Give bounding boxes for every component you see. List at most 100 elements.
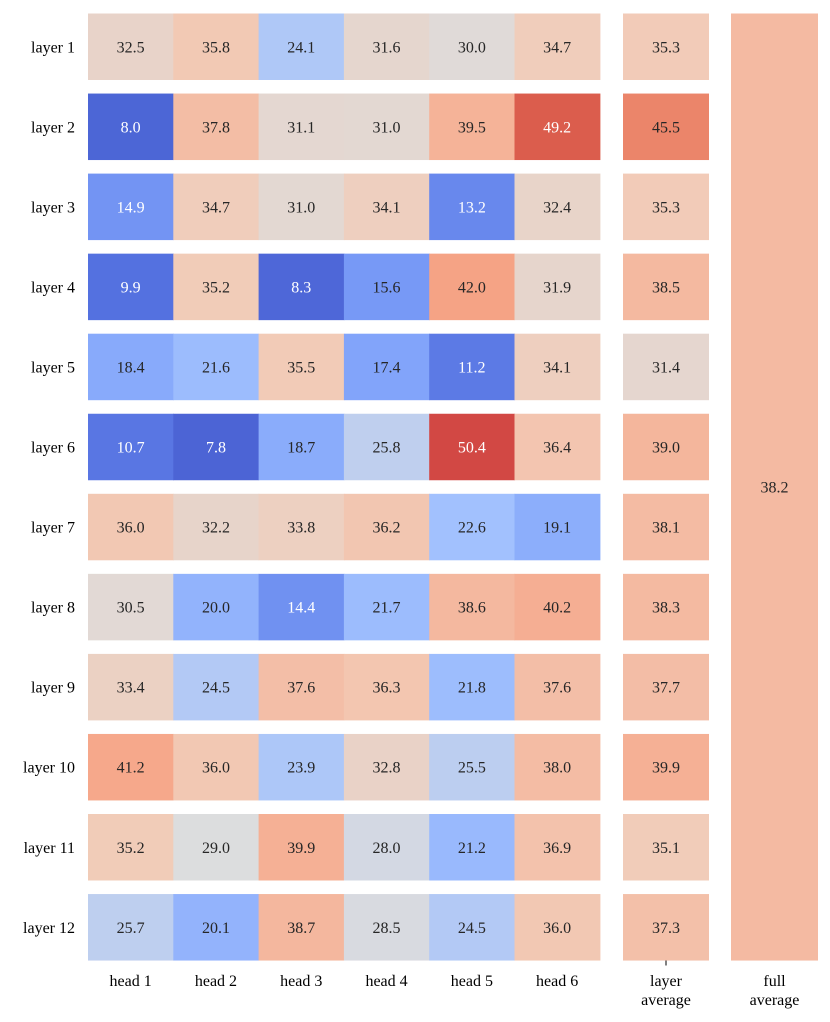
cell-value-label: 10.7 [117, 440, 145, 457]
heatmap-cell [343, 413, 430, 481]
heatmap-cell [514, 253, 601, 321]
layer-average-value-label: 35.3 [652, 39, 680, 56]
heatmap-cell [173, 573, 260, 641]
heatmap-cell [88, 733, 174, 801]
cell-value-label: 37.8 [202, 119, 230, 136]
cell-value-label: 8.3 [291, 279, 311, 296]
layer-average-cell [623, 573, 709, 641]
heatmap-cell [429, 253, 516, 321]
heatmap-cell [258, 413, 345, 481]
cell-value-label: 21.6 [202, 359, 230, 376]
cell-value-label: 38.0 [543, 760, 571, 777]
cell-value-label: 9.9 [121, 279, 141, 296]
heatmap-cell [88, 13, 174, 80]
heatmap-cell [429, 733, 516, 801]
heatmap-cell [258, 93, 345, 161]
cell-value-label: 25.5 [458, 760, 486, 777]
row-label: layer 10 [23, 760, 75, 777]
heatmap-cell [429, 814, 516, 881]
heatmap-cell [258, 573, 345, 641]
heatmap-cell [173, 653, 260, 721]
row-label: layer 6 [31, 440, 75, 457]
cell-value-label: 20.1 [202, 920, 230, 937]
layer-average-value-label: 35.3 [652, 199, 680, 216]
heatmap-cell [173, 173, 260, 241]
cell-value-label: 34.1 [543, 359, 571, 376]
cell-value-label: 32.5 [117, 39, 145, 56]
cell-value-label: 31.0 [373, 119, 401, 136]
cell-value-label: 33.4 [117, 680, 145, 697]
heatmap-cell [173, 894, 260, 961]
heatmap-cells: 32.5 35.8 24.1 31.6 30.0 34.7 8.0 37.8 31.1 31.0 3… [88, 13, 601, 961]
heatmap-cell [173, 814, 260, 881]
heatmap-cell [258, 493, 345, 561]
layer-average-value-label: 38.3 [652, 600, 680, 617]
cell-value-label: 32.4 [543, 199, 571, 216]
cell-value-label: 28.5 [373, 920, 401, 937]
layer-average-cell [623, 493, 709, 561]
layer-average-cell [623, 653, 709, 721]
cell-value-label: 30.5 [117, 600, 145, 617]
heatmap-cell [343, 653, 430, 721]
layer-average-cell [623, 13, 709, 80]
cell-value-label: 14.9 [117, 199, 145, 216]
heatmap-cell [343, 173, 430, 241]
cell-value-label: 50.4 [458, 440, 486, 457]
row-label: layer 8 [31, 600, 75, 617]
heatmap-cell [514, 13, 601, 80]
cell-value-label: 49.2 [543, 119, 571, 136]
cell-value-label: 21.2 [458, 840, 486, 857]
heatmap-cell [88, 493, 174, 561]
cell-value-label: 35.8 [202, 39, 230, 56]
heatmap-cell [343, 93, 430, 161]
layer-average-label-line1: layer [650, 973, 683, 990]
heatmap-cell [258, 733, 345, 801]
heatmap-cell [173, 493, 260, 561]
heatmap-cell [429, 653, 516, 721]
cell-value-label: 40.2 [543, 600, 571, 617]
layer-average-value-label: 38.5 [652, 279, 680, 296]
cell-value-label: 39.9 [287, 840, 315, 857]
cell-value-label: 18.4 [117, 359, 145, 376]
heatmap-cell [343, 894, 430, 961]
heatmap-cell [429, 573, 516, 641]
cell-value-label: 36.0 [543, 920, 571, 937]
cell-value-label: 36.2 [373, 520, 401, 537]
heatmap-cell [514, 573, 601, 641]
heatmap-cell [258, 173, 345, 241]
layer-average-cell [623, 894, 709, 961]
heatmap-cell [173, 333, 260, 401]
cell-value-label: 32.2 [202, 520, 230, 537]
cell-value-label: 11.2 [458, 359, 485, 376]
heatmap-cell [88, 173, 174, 241]
column-label: head 2 [195, 973, 237, 990]
cell-value-label: 25.8 [373, 440, 401, 457]
row-label: layer 5 [31, 359, 75, 376]
cell-value-label: 36.4 [543, 440, 571, 457]
layer-average-cell [623, 733, 709, 801]
row-label: layer 3 [31, 199, 75, 216]
cell-value-label: 31.0 [287, 199, 315, 216]
heatmap-cell [514, 653, 601, 721]
cell-value-label: 25.7 [117, 920, 145, 937]
cell-value-label: 42.0 [458, 279, 486, 296]
layer-average-column: 35.3 45.5 35.3 38.5 31.4 39.0 38.1 38.3 37.7 39.9… [623, 13, 709, 961]
layer-average-cell [623, 253, 709, 321]
cell-value-label: 35.2 [117, 840, 145, 857]
cell-value-label: 36.0 [202, 760, 230, 777]
column-label: head 4 [365, 973, 407, 990]
heatmap-cell [429, 333, 516, 401]
heatmap-cell [429, 13, 516, 80]
cell-value-label: 24.1 [287, 39, 315, 56]
heatmap-cell [173, 413, 260, 481]
cell-value-label: 20.0 [202, 600, 230, 617]
heatmap-cell [88, 333, 174, 401]
layer-average-cell [623, 173, 709, 241]
cell-value-label: 17.4 [373, 359, 401, 376]
cell-value-label: 37.6 [287, 680, 315, 697]
heatmap-cell [429, 93, 516, 161]
cell-value-label: 24.5 [202, 680, 230, 697]
heatmap-cell [258, 894, 345, 961]
cell-value-label: 21.8 [458, 680, 486, 697]
